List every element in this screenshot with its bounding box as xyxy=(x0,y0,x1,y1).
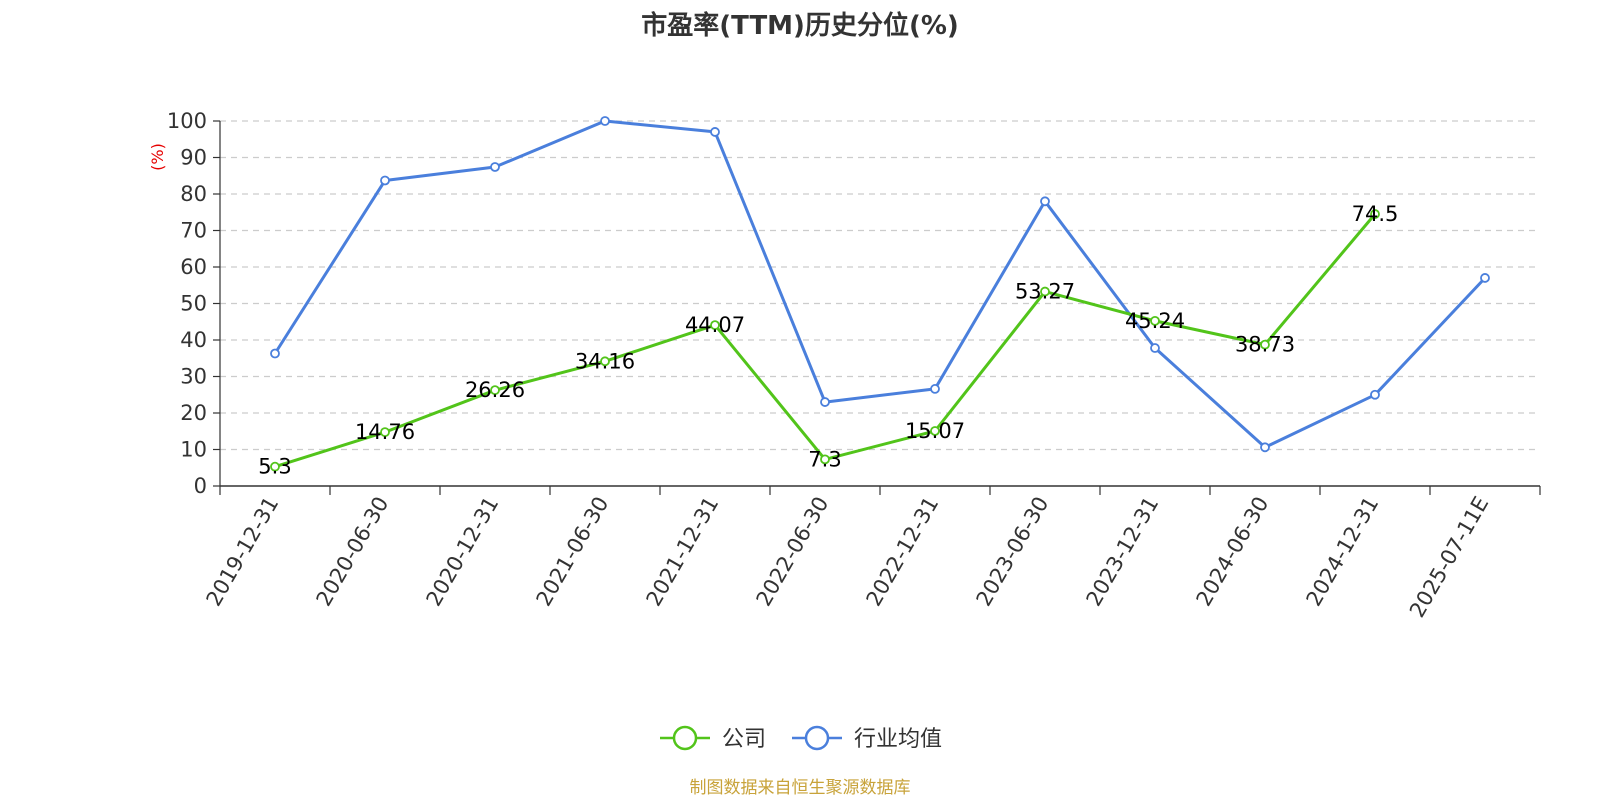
y-axis-label: (%) xyxy=(148,143,167,171)
legend-item-0[interactable]: 公司 xyxy=(660,725,766,752)
grid xyxy=(220,120,1540,451)
data-point[interactable] xyxy=(1480,273,1490,283)
y-tick-label: 20 xyxy=(180,401,207,425)
data-point[interactable] xyxy=(1150,315,1160,326)
data-label: 74.5 xyxy=(1352,202,1399,226)
data-point[interactable] xyxy=(600,356,610,367)
x-tick-label: 2020-06-30 xyxy=(312,493,394,611)
x-tick-label: 2023-12-31 xyxy=(1082,493,1164,611)
data-point[interactable] xyxy=(1370,389,1380,400)
x-tick-label: 2020-12-31 xyxy=(422,493,504,611)
axes: 0 10 20 30 40 50 60 70 80 90 100 2019-12-31 2020-06-… xyxy=(167,109,1541,622)
x-tick-label: 2024-12-31 xyxy=(1302,493,1384,611)
data-point[interactable] xyxy=(270,461,280,472)
data-point[interactable] xyxy=(1150,343,1160,353)
legend-marker xyxy=(804,725,830,751)
y-tick-label: 60 xyxy=(180,255,207,279)
data-labels: 5.3 14.76 26.26 34.16 44.07 7.3 15.07 53.27 45.2… xyxy=(258,202,1398,479)
source-note: 制图数据来自恒生聚源数据库 xyxy=(690,778,911,798)
x-tick-label: 2022-12-31 xyxy=(862,493,944,611)
data-point[interactable] xyxy=(380,427,390,438)
chart-title: 市盈率(TTM)历史分位(%) xyxy=(641,10,959,41)
x-tick-label: 2021-06-30 xyxy=(532,493,614,611)
data-label: 38.73 xyxy=(1235,333,1295,357)
data-point[interactable] xyxy=(930,384,940,394)
data-point[interactable] xyxy=(1040,196,1050,207)
data-point[interactable] xyxy=(1260,339,1270,350)
y-tick-label: 70 xyxy=(180,219,207,243)
data-point[interactable] xyxy=(930,426,940,436)
data-point[interactable] xyxy=(600,116,610,126)
series-group xyxy=(270,116,1490,472)
data-point[interactable] xyxy=(1260,442,1270,453)
data-point[interactable] xyxy=(710,320,720,331)
y-tick-label: 90 xyxy=(180,146,207,170)
data-point[interactable] xyxy=(380,175,390,186)
x-tick-label: 2023-06-30 xyxy=(972,493,1054,611)
y-tick-label: 50 xyxy=(180,292,207,316)
data-label: 7.3 xyxy=(808,447,841,471)
x-tick-label: 2022-06-30 xyxy=(752,493,834,611)
legend-label: 行业均值 xyxy=(854,727,942,752)
legend-item-1[interactable]: 行业均值 xyxy=(792,725,942,752)
data-point[interactable] xyxy=(490,162,500,172)
legend[interactable]: 公司 行业均值 xyxy=(660,725,942,752)
x-tick-label: 2024-06-30 xyxy=(1192,493,1274,611)
x-tick-label: 2021-12-31 xyxy=(642,493,724,611)
data-point[interactable] xyxy=(820,397,830,407)
data-label: 5.3 xyxy=(258,455,291,479)
y-tick-label: 80 xyxy=(180,182,207,206)
data-label: 44.07 xyxy=(685,313,745,337)
x-tick-label: 2019-12-31 xyxy=(202,493,284,611)
data-point[interactable] xyxy=(1370,209,1380,219)
data-point[interactable] xyxy=(710,127,720,137)
data-label: 14.76 xyxy=(355,420,415,444)
legend-label: 公司 xyxy=(722,727,766,752)
series-line-1 xyxy=(273,119,1487,449)
data-label: 53.27 xyxy=(1015,280,1075,304)
data-label: 15.07 xyxy=(905,419,965,443)
data-point[interactable] xyxy=(490,385,500,396)
data-point[interactable] xyxy=(1040,286,1050,297)
data-label: 34.16 xyxy=(575,349,635,373)
y-tick-label: 100 xyxy=(167,109,207,133)
y-tick-label: 10 xyxy=(180,438,207,462)
data-point[interactable] xyxy=(820,454,830,465)
y-tick-label: 30 xyxy=(180,365,207,389)
data-point[interactable] xyxy=(270,348,280,359)
y-tick-label: 40 xyxy=(180,328,207,352)
legend-marker xyxy=(672,725,698,751)
data-label: 45.24 xyxy=(1125,309,1185,333)
y-tick-label: 0 xyxy=(194,474,207,498)
x-tick-label: 2025-07-11E xyxy=(1405,493,1493,622)
data-label: 26.26 xyxy=(465,378,525,402)
